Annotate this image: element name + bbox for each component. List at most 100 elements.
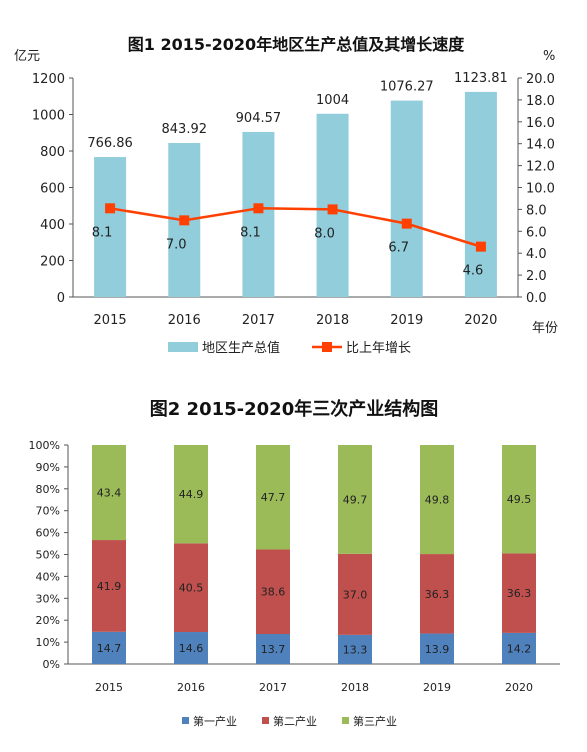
chart1-growth-point (327, 204, 338, 215)
chart2-bar-segment (420, 633, 454, 664)
chart1-y-tick-label: 600 (40, 182, 65, 197)
chart1-legend: 地区生产总值 比上年增长 (168, 340, 411, 356)
chart2-bar-segment (502, 632, 536, 664)
chart1-bar-label: 1076.27 (380, 80, 434, 95)
chart2-y-tick-label: 50% (36, 549, 60, 562)
chart2-segment-label: 13.7 (261, 643, 286, 656)
chart1-growth-polyline (109, 207, 482, 248)
chart1-y2-tick-label: 16.0 (526, 116, 555, 131)
chart2-bar-segment (338, 553, 372, 635)
chart1-y-tick-label: 400 (40, 218, 65, 233)
chart2-segment-label: 43.4 (97, 487, 122, 500)
chart2-y-tick-label: 80% (36, 483, 60, 496)
chart2-legend-label: 第二产业 (273, 714, 317, 728)
chart1-growth-label: 4.6 (463, 264, 484, 279)
chart2-segment-label: 13.3 (343, 643, 368, 656)
chart1-y2-tick-label: 14.0 (526, 138, 555, 153)
chart2-axes: 0% 10% 20% 30% 40% 50% 60% 70% 80% 90% 100% 2015 201… (29, 439, 560, 694)
chart2-bar-segment (338, 445, 372, 554)
chart2-legend-swatch (182, 717, 189, 724)
chart2-x-tick-label: 2015 (95, 681, 123, 694)
chart2-legend: 第一产业 第二产业 第三产业 (182, 714, 397, 728)
chart2-y-tick-label: 40% (36, 570, 60, 583)
chart2-bar-segment (174, 543, 208, 633)
chart2-bar-segment (256, 633, 290, 664)
chart1-growth-label: 7.0 (166, 237, 187, 252)
chart2-bar-segment (256, 445, 290, 550)
chart1-x-tick-label: 2015 (94, 313, 127, 328)
chart1-legend-bar-swatch (168, 342, 198, 352)
chart2-bar-segment (420, 554, 454, 634)
chart1-bar-label: 904.57 (236, 111, 282, 126)
chart1-bar (242, 131, 275, 297)
chart2-segment-label: 49.8 (425, 494, 450, 507)
chart1-y2-tick-label: 2.0 (526, 269, 547, 284)
chart2-x-tick-label: 2020 (505, 681, 533, 694)
chart1-y2-tick-label: 6.0 (526, 225, 547, 240)
chart2-segment-label: 36.3 (507, 587, 532, 600)
chart2-segment-label: 49.7 (343, 493, 368, 506)
chart1-bar (464, 91, 497, 297)
chart1-x-tick-label: 2019 (390, 313, 423, 328)
chart2-bar-segment (502, 445, 536, 554)
chart1-x-tick-label: 2016 (168, 313, 201, 328)
chart1-bar-label: 766.86 (87, 136, 133, 151)
chart2-y-tick-label: 90% (36, 461, 60, 474)
chart2-x-tick-label: 2016 (177, 681, 205, 694)
chart1-y-tick-label: 1000 (32, 109, 65, 124)
chart2-legend-label: 第三产业 (353, 714, 397, 728)
chart2-segment-label: 40.5 (179, 582, 204, 595)
chart2-x-tick-label: 2018 (341, 681, 369, 694)
chart1-bar (390, 100, 423, 298)
chart2-segment-label: 44.9 (179, 488, 204, 501)
chart2-bar-segment (174, 632, 208, 664)
chart2-legend-label: 第一产业 (193, 714, 237, 728)
chart2-bar-segment (256, 549, 290, 634)
chart1-x-tick-label: 2017 (242, 313, 275, 328)
chart2-bar-segment (174, 445, 208, 544)
chart1-x-tick-label: 2018 (316, 313, 349, 328)
chart1-bar-label: 1004 (316, 93, 349, 108)
chart1-y-axis-label: 亿元 (14, 49, 40, 64)
chart1-x-tick-label: 2020 (464, 313, 497, 328)
chart1-bar (94, 157, 127, 297)
chart2-title: 图2 2015-2020年三次产业结构图 (150, 398, 438, 420)
chart2-segment-label: 13.9 (425, 643, 450, 656)
chart1-y-tick-label: 0 (57, 291, 65, 306)
chart2-y-tick-label: 60% (36, 527, 60, 540)
chart1-bar-label: 843.92 (162, 122, 208, 137)
chart1-y2-tick-label: 10.0 (526, 182, 555, 197)
chart1-y2-tick-label: 8.0 (526, 203, 547, 218)
chart2-y-tick-label: 70% (36, 505, 60, 518)
chart1-y-tick-label: 1200 (32, 72, 65, 87)
chart1-growth-point (475, 241, 486, 252)
chart1-title: 图1 2015-2020年地区生产总值及其增长速度 (128, 35, 465, 54)
chart1-y2-tick-label: 20.0 (526, 72, 555, 87)
chart2-x-tick-label: 2017 (259, 681, 287, 694)
chart2-segment-label: 49.5 (507, 493, 532, 506)
chart2-segment-label: 36.3 (425, 588, 450, 601)
chart2-segment-label: 38.6 (261, 586, 286, 599)
chart2-y-tick-label: 100% (29, 439, 60, 452)
chart1-bar-label: 1123.81 (454, 71, 508, 86)
chart1-legend-bar-label: 地区生产总值 (202, 340, 280, 356)
chart1-bars: 766.86 843.92 904.57 1004 1076.27 1123.81 (87, 71, 508, 298)
chart2-bar-segment (92, 631, 126, 664)
chart2-y-tick-label: 20% (36, 614, 60, 627)
chart1-growth-line: 8.1 7.0 8.1 8.0 6.7 4.6 (92, 203, 486, 279)
chart1-growth-point (401, 218, 412, 229)
chart1-growth-label: 6.7 (388, 241, 409, 256)
chart1-y2-tick-label: 4.0 (526, 247, 547, 262)
chart1-y2-tick-label: 0.0 (526, 291, 547, 306)
chart1-y2-axis-label: % (543, 49, 555, 64)
chart2-segment-label: 14.6 (179, 642, 204, 655)
chart2-segment-label: 41.9 (97, 580, 122, 593)
chart1-x-axis-label: 年份 (532, 321, 558, 336)
chart1-legend-line-marker (322, 342, 332, 352)
chart2-y-tick-label: 10% (36, 636, 60, 649)
chart1-legend-line-label: 比上年增长 (346, 341, 411, 356)
chart2-bar-segment (92, 540, 126, 632)
chart1-growth-point (179, 215, 190, 226)
chart2-bar-segment (502, 553, 536, 633)
